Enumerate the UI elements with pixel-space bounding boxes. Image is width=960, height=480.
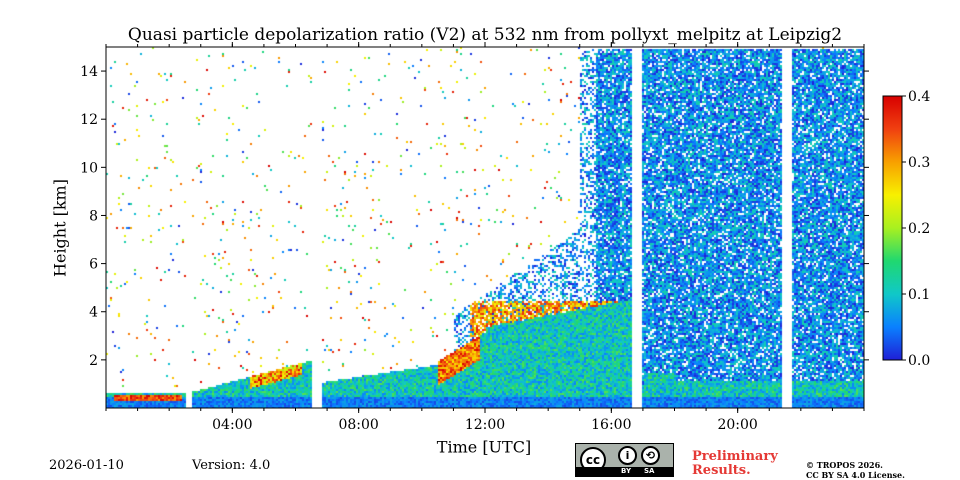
heatmap-image bbox=[106, 47, 864, 408]
colorbar-tick-label: 0.1 bbox=[908, 287, 930, 303]
x-axis-label: Time [UTC] bbox=[436, 437, 532, 457]
colorbar-tick-label: 0.3 bbox=[908, 155, 930, 171]
chart-title: Quasi particle depolarization ratio (V2)… bbox=[127, 25, 843, 45]
sa-label: SA bbox=[644, 467, 655, 475]
date-label: 2026-01-10 bbox=[49, 458, 124, 473]
y-tick-label: 10 bbox=[80, 160, 98, 176]
heatmap-layer bbox=[106, 47, 864, 408]
copyright-line1: © TROPOS 2026. bbox=[806, 460, 883, 470]
x-tick-label: 04:00 bbox=[212, 417, 252, 433]
preliminary-line1: Preliminary bbox=[692, 449, 778, 464]
colorbar bbox=[882, 95, 903, 361]
preliminary-line2: Results. bbox=[692, 463, 751, 478]
colorbar-tick-label: 0.4 bbox=[908, 89, 930, 105]
cc-license-badge: cc i ⟲ BY SA bbox=[575, 443, 674, 477]
colorbar-tick-label: 0.0 bbox=[908, 353, 930, 369]
attribution-icon: i bbox=[618, 446, 637, 465]
y-tick-label: 12 bbox=[80, 112, 98, 128]
tick-layer: 04:00 08:00 12:00 16:00 20:00 2 4 6 8 10 12 14 bbox=[80, 42, 869, 433]
y-tick-label: 14 bbox=[80, 64, 98, 80]
version-label: Version: 4.0 bbox=[192, 458, 271, 473]
colorbar-ticks: 0.0 0.1 0.2 0.3 0.4 bbox=[902, 89, 930, 369]
y-tick-label: 2 bbox=[89, 353, 98, 369]
by-label: BY bbox=[621, 467, 632, 475]
x-tick-label: 08:00 bbox=[338, 417, 378, 433]
copyright-line2: CC BY SA 4.0 License. bbox=[806, 470, 905, 480]
y-tick-label: 4 bbox=[89, 305, 98, 321]
colorbar-tick-label: 0.2 bbox=[908, 221, 930, 237]
y-tick-label: 8 bbox=[89, 208, 98, 224]
x-tick-label: 20:00 bbox=[717, 417, 757, 433]
copyright-note: © TROPOS 2026. CC BY SA 4.0 License. bbox=[806, 460, 905, 480]
cc-strip: BY SA bbox=[576, 467, 673, 476]
share-alike-icon: ⟲ bbox=[641, 446, 660, 465]
x-tick-label: 12:00 bbox=[465, 417, 505, 433]
y-axis-label: Height [km] bbox=[50, 179, 70, 277]
preliminary-note: Preliminary Results. bbox=[692, 450, 778, 478]
y-tick-label: 6 bbox=[89, 257, 98, 273]
x-tick-label: 16:00 bbox=[591, 417, 631, 433]
